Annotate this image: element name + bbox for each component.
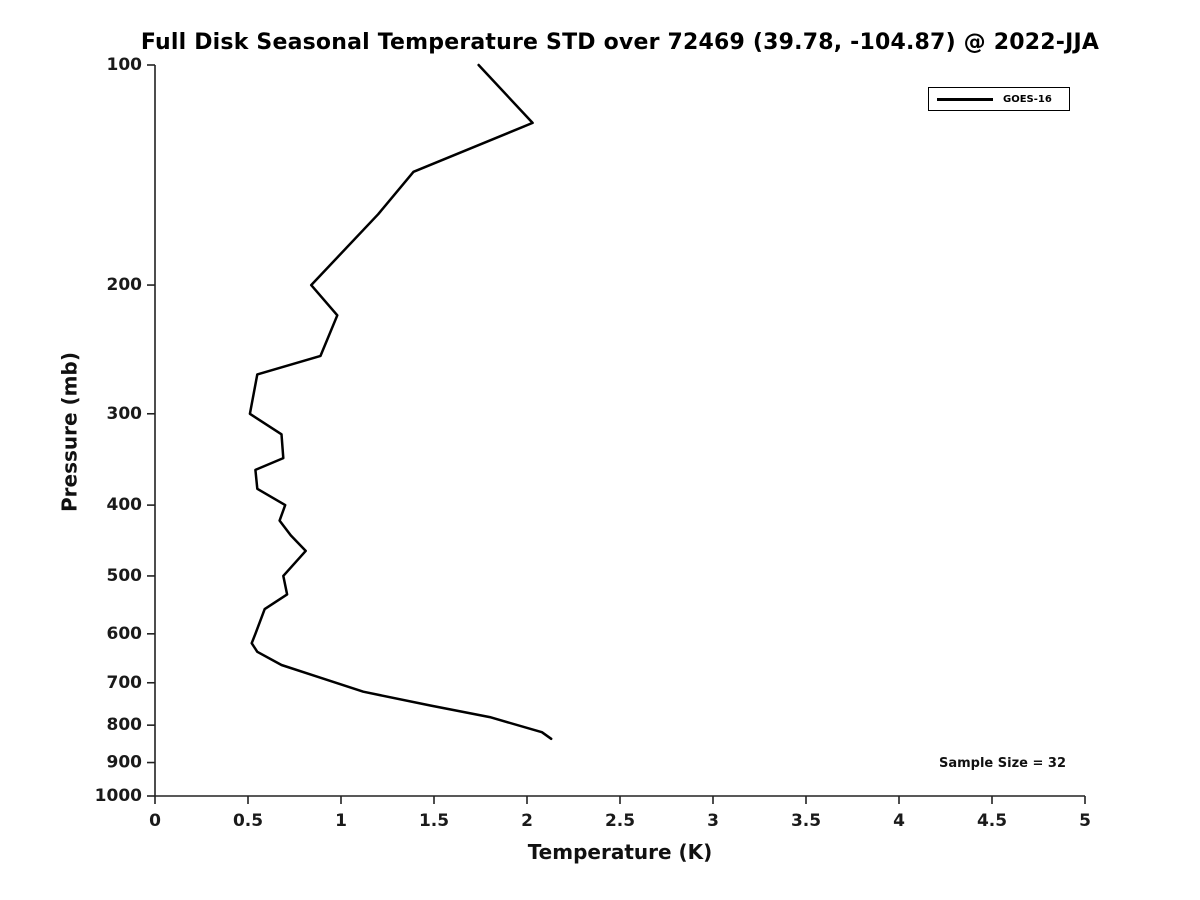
x-axis-label: Temperature (K) xyxy=(527,840,713,864)
y-tick-label: 900 xyxy=(107,753,143,773)
x-tick-label: 5 xyxy=(1079,811,1091,831)
x-tick-label: 4 xyxy=(893,811,905,831)
x-tick-label: 2 xyxy=(521,811,533,831)
y-tick-label: 400 xyxy=(107,495,143,515)
x-tick-label: 3 xyxy=(707,811,719,831)
y-tick-label: 700 xyxy=(107,673,143,693)
y-tick-label: 600 xyxy=(107,624,143,644)
x-tick-label: 4.5 xyxy=(977,811,1007,831)
legend-line-sample xyxy=(937,97,993,101)
chart-title: Full Disk Seasonal Temperature STD over … xyxy=(140,30,1100,55)
y-tick-label: 800 xyxy=(107,715,143,735)
y-tick-label: 100 xyxy=(107,55,143,75)
x-tick-label: 1 xyxy=(335,811,347,831)
y-tick-label: 1000 xyxy=(95,786,142,806)
x-tick-label: 1.5 xyxy=(419,811,449,831)
x-tick-label: 0 xyxy=(149,811,161,831)
data-line-goes-16 xyxy=(248,63,553,741)
legend-box: GOES-16 xyxy=(928,87,1070,111)
x-tick-label: 0.5 xyxy=(233,811,263,831)
x-tick-label: 2.5 xyxy=(605,811,635,831)
sample-size-annotation: Sample Size = 32 xyxy=(938,756,1066,771)
x-tick-label: 3.5 xyxy=(791,811,821,831)
legend-label: GOES-16 xyxy=(1003,93,1052,105)
y-tick-label: 200 xyxy=(107,275,143,295)
y-axis-label: Pressure (mb) xyxy=(57,352,82,512)
y-tick-label: 500 xyxy=(107,566,143,586)
y-tick-label: 300 xyxy=(107,404,143,424)
